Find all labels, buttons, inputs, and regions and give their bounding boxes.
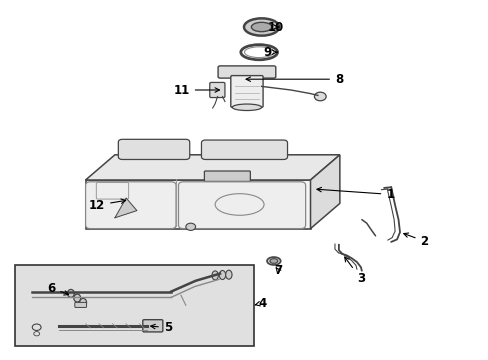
Bar xyxy=(15,265,254,346)
Ellipse shape xyxy=(269,258,277,264)
Text: 12: 12 xyxy=(89,199,125,212)
Ellipse shape xyxy=(232,104,261,111)
Text: 6: 6 xyxy=(47,282,68,295)
FancyBboxPatch shape xyxy=(201,140,287,159)
Text: 5: 5 xyxy=(150,321,172,334)
Polygon shape xyxy=(85,180,310,229)
FancyBboxPatch shape xyxy=(204,171,250,181)
Ellipse shape xyxy=(74,294,81,302)
Text: 3: 3 xyxy=(344,257,365,285)
Ellipse shape xyxy=(219,270,225,279)
FancyBboxPatch shape xyxy=(178,182,305,229)
Ellipse shape xyxy=(80,298,86,306)
Ellipse shape xyxy=(67,289,74,297)
Ellipse shape xyxy=(251,22,271,32)
FancyBboxPatch shape xyxy=(209,82,224,98)
Circle shape xyxy=(185,223,195,230)
Ellipse shape xyxy=(225,270,231,279)
Polygon shape xyxy=(85,155,339,180)
Ellipse shape xyxy=(244,18,279,36)
Circle shape xyxy=(314,92,325,101)
Text: 4: 4 xyxy=(255,297,266,310)
Polygon shape xyxy=(115,198,137,218)
Text: 7: 7 xyxy=(273,264,282,276)
FancyBboxPatch shape xyxy=(230,76,263,107)
Ellipse shape xyxy=(212,271,218,280)
Polygon shape xyxy=(310,155,339,229)
FancyBboxPatch shape xyxy=(142,320,163,332)
FancyBboxPatch shape xyxy=(75,302,86,307)
Text: 1: 1 xyxy=(316,187,394,201)
FancyBboxPatch shape xyxy=(85,182,176,229)
Text: 2: 2 xyxy=(403,233,428,248)
FancyBboxPatch shape xyxy=(218,66,275,78)
FancyBboxPatch shape xyxy=(118,139,189,159)
Text: 8: 8 xyxy=(245,73,343,86)
Text: 9: 9 xyxy=(263,46,277,59)
Ellipse shape xyxy=(266,257,280,265)
Text: 11: 11 xyxy=(173,84,219,96)
Text: 10: 10 xyxy=(267,21,284,33)
